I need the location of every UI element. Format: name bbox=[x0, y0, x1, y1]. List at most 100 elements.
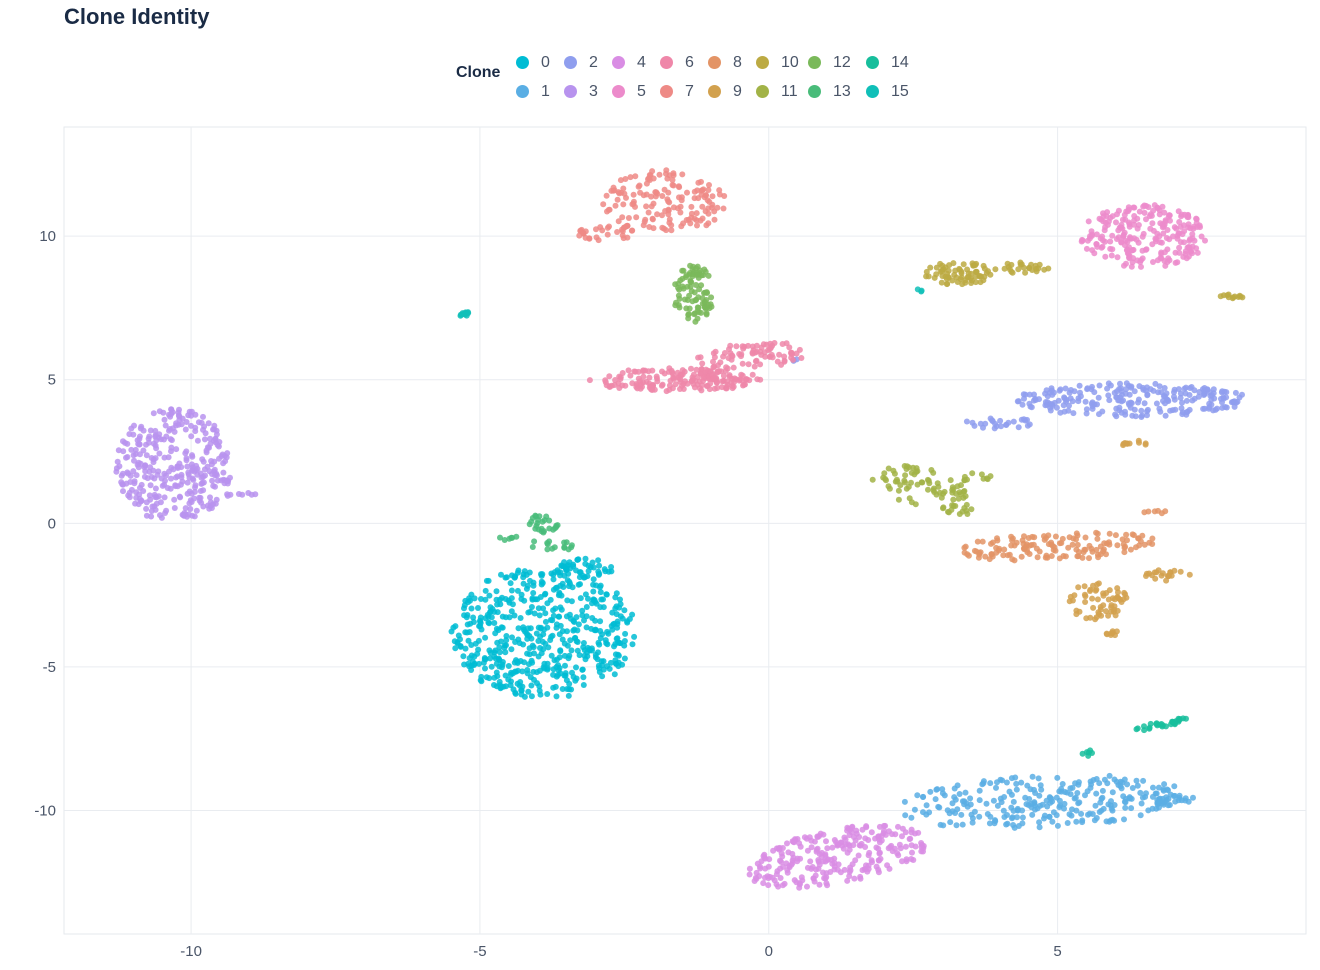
point-clone-9 bbox=[1075, 584, 1082, 591]
point-clone-0 bbox=[591, 597, 598, 604]
point-clone-1 bbox=[1054, 774, 1061, 781]
point-clone-6 bbox=[634, 382, 641, 389]
point-clone-0 bbox=[573, 675, 580, 682]
point-clone-0 bbox=[534, 680, 540, 687]
point-clone-0 bbox=[526, 569, 533, 576]
point-clone-6 bbox=[690, 381, 697, 387]
point-clone-4 bbox=[765, 882, 772, 889]
point-clone-11 bbox=[891, 470, 898, 477]
legend-item-1[interactable]: 1 bbox=[516, 77, 564, 106]
legend-item-11[interactable]: 11 bbox=[756, 77, 808, 106]
point-clone-6 bbox=[711, 363, 718, 370]
point-clone-0 bbox=[597, 618, 604, 625]
point-clone-4 bbox=[807, 858, 814, 865]
point-clone-7 bbox=[616, 190, 623, 197]
legend-item-9[interactable]: 9 bbox=[708, 77, 756, 106]
point-clone-6 bbox=[781, 353, 788, 360]
point-clone-3 bbox=[157, 512, 163, 519]
point-clone-4 bbox=[859, 867, 866, 874]
point-clone-1 bbox=[1071, 795, 1078, 802]
point-clone-11 bbox=[980, 475, 987, 482]
point-clone-2 bbox=[1191, 387, 1198, 394]
point-clone-1 bbox=[959, 821, 966, 828]
point-clone-1 bbox=[1054, 822, 1061, 829]
point-clone-2 bbox=[1183, 397, 1190, 404]
point-clone-1 bbox=[994, 802, 1001, 809]
point-clone-1 bbox=[1039, 801, 1046, 808]
point-clone-5 bbox=[1154, 205, 1161, 212]
point-clone-8 bbox=[1052, 533, 1059, 540]
legend-item-12[interactable]: 12 bbox=[808, 48, 866, 77]
point-clone-1 bbox=[962, 789, 969, 796]
point-clone-0 bbox=[466, 595, 473, 602]
point-clone-3 bbox=[216, 455, 222, 462]
legend-item-3[interactable]: 3 bbox=[564, 77, 612, 106]
point-clone-13 bbox=[535, 526, 542, 533]
legend-item-2[interactable]: 2 bbox=[564, 48, 612, 77]
legend-item-10[interactable]: 10 bbox=[756, 48, 808, 77]
legend-item-5[interactable]: 5 bbox=[612, 77, 660, 106]
point-clone-5 bbox=[1091, 250, 1098, 257]
point-clone-5 bbox=[1147, 211, 1154, 218]
point-clone-8 bbox=[1018, 553, 1025, 560]
point-clone-6 bbox=[774, 358, 781, 365]
plot-area bbox=[63, 126, 1307, 935]
point-clone-3 bbox=[197, 488, 204, 494]
point-clone-0 bbox=[545, 644, 552, 651]
point-clone-5 bbox=[1167, 217, 1173, 224]
point-clone-7 bbox=[603, 192, 610, 199]
point-clone-0 bbox=[530, 590, 537, 596]
point-clone-3 bbox=[190, 476, 197, 483]
point-clone-3 bbox=[212, 472, 219, 479]
point-clone-3 bbox=[182, 426, 189, 433]
point-clone-5 bbox=[1113, 219, 1119, 226]
point-clone-1 bbox=[911, 806, 918, 813]
legend-item-7[interactable]: 7 bbox=[660, 77, 708, 106]
point-clone-10 bbox=[972, 262, 979, 269]
point-clone-12 bbox=[676, 286, 683, 293]
point-clone-4 bbox=[813, 848, 820, 855]
point-clone-0 bbox=[550, 576, 557, 583]
legend-item-6[interactable]: 6 bbox=[660, 48, 708, 77]
point-clone-0 bbox=[577, 581, 583, 588]
legend-item-0[interactable]: 0 bbox=[516, 48, 564, 77]
legend-swatch bbox=[516, 56, 529, 69]
point-clone-0 bbox=[464, 629, 471, 636]
point-clone-4 bbox=[796, 880, 803, 887]
point-clone-5 bbox=[1136, 208, 1143, 215]
point-clone-0 bbox=[582, 555, 589, 562]
point-clone-5 bbox=[1159, 221, 1166, 228]
legend-item-13[interactable]: 13 bbox=[808, 77, 866, 106]
point-clone-7 bbox=[695, 195, 702, 202]
point-clone-0 bbox=[535, 638, 542, 644]
point-clone-2 bbox=[1043, 387, 1050, 394]
point-clone-0 bbox=[518, 691, 525, 698]
point-clone-6 bbox=[677, 386, 683, 392]
point-clone-0 bbox=[561, 652, 568, 659]
y-tick-label: 0 bbox=[48, 515, 56, 532]
legend-item-14[interactable]: 14 bbox=[866, 48, 916, 77]
point-clone-9 bbox=[1103, 608, 1109, 615]
point-clone-12 bbox=[700, 272, 707, 279]
point-clone-8 bbox=[1086, 555, 1092, 562]
point-clone-1 bbox=[1109, 807, 1116, 814]
point-clone-2 bbox=[1186, 406, 1193, 413]
point-clone-3 bbox=[152, 485, 159, 492]
point-clone-1 bbox=[1142, 793, 1149, 800]
point-clone-14 bbox=[1133, 726, 1140, 733]
point-clone-1 bbox=[1078, 810, 1085, 817]
point-clone-8 bbox=[1009, 556, 1016, 563]
y-tick-label: -10 bbox=[34, 803, 56, 820]
point-clone-5 bbox=[1137, 259, 1144, 265]
point-clone-5 bbox=[1114, 254, 1121, 261]
point-clone-3 bbox=[214, 477, 221, 484]
legend-item-8[interactable]: 8 bbox=[708, 48, 756, 77]
point-clone-2 bbox=[1157, 408, 1164, 415]
point-clone-0 bbox=[499, 613, 506, 620]
point-clone-3 bbox=[169, 409, 176, 416]
point-clone-7 bbox=[709, 193, 716, 200]
legend-item-15[interactable]: 15 bbox=[866, 77, 916, 106]
legend-item-4[interactable]: 4 bbox=[612, 48, 660, 77]
point-clone-12 bbox=[694, 315, 701, 322]
point-clone-9 bbox=[1136, 439, 1142, 446]
